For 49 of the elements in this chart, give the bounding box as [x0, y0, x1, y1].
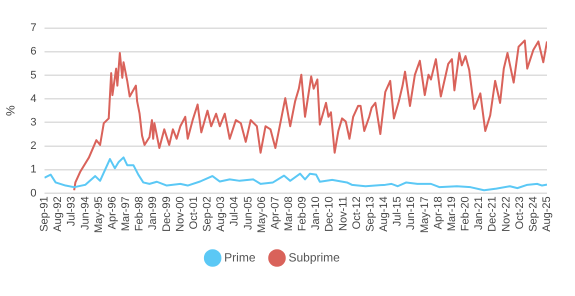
x-tick-label: Dec-10 — [324, 196, 336, 232]
y-tick-label: 4 — [30, 92, 37, 105]
x-tick-label: Aug-03 — [215, 196, 228, 232]
y-tick-label: 2 — [30, 140, 37, 152]
x-tick-label: Nov-22 — [500, 196, 512, 232]
x-tick-label: May-17 — [418, 196, 431, 234]
x-tick-label: Feb-98 — [134, 196, 146, 232]
x-tick-label: May-95 — [92, 196, 105, 234]
x-tick-label: Sep-91 — [38, 196, 51, 232]
x-tick-label: Jul-93 — [66, 196, 78, 226]
x-tick-label: Jul-15 — [392, 196, 404, 226]
x-tick-label: Apr-07 — [269, 196, 282, 230]
x-tick-label: Aug-25 — [541, 196, 554, 232]
y-axis-title: % — [4, 104, 18, 116]
x-tick-label: Oct-23 — [514, 196, 526, 230]
x-tick-label: Feb-20 — [460, 196, 472, 232]
x-tick-label: May-06 — [256, 196, 268, 234]
x-tick-label: Jul-04 — [228, 196, 241, 226]
x-tick-label: Jun-94 — [79, 196, 92, 230]
x-tick-label: Sep-13 — [364, 196, 376, 232]
x-tick-label: Feb-09 — [296, 196, 309, 232]
x-tick-label: Oct-01 — [188, 196, 200, 230]
y-tick-label: 0 — [30, 187, 37, 200]
x-tick-label: Aug-14 — [378, 196, 390, 232]
y-tick-label: 1 — [30, 164, 37, 176]
x-tick-label: Apr-96 — [106, 196, 118, 230]
x-tick-label: Jun-16 — [405, 196, 418, 230]
x-tick-label: Mar-97 — [120, 196, 132, 232]
x-tick-label: Nov-00 — [174, 196, 186, 232]
y-tick-label: 6 — [30, 46, 37, 58]
x-tick-label: Apr-18 — [432, 196, 444, 230]
x-tick-label: Jan-99 — [147, 196, 160, 230]
x-tick-label: Nov-11 — [337, 196, 350, 231]
x-tick-label: Sep-24 — [527, 196, 540, 232]
x-tick-label: Dec-21 — [486, 196, 499, 232]
x-tick-label: Mar-19 — [446, 196, 458, 232]
x-tick-label: Jan-21 — [473, 196, 486, 230]
legend-label: Subprime — [288, 250, 340, 264]
x-tick-label: Sep-02 — [202, 196, 214, 232]
x-tick-label: Jan-10 — [310, 196, 322, 230]
x-tick-label: Aug-92 — [52, 196, 64, 232]
legend-label: Prime — [224, 250, 256, 264]
y-tick-label: 7 — [30, 22, 37, 34]
x-tick-label: Dec-99 — [160, 196, 173, 232]
x-tick-label: Mar-08 — [283, 196, 295, 232]
x-tick-label: Oct-12 — [350, 196, 363, 230]
y-tick-label: 3 — [30, 116, 37, 128]
x-tick-label: Jun-05 — [242, 196, 254, 230]
y-tick-label: 5 — [30, 69, 37, 82]
